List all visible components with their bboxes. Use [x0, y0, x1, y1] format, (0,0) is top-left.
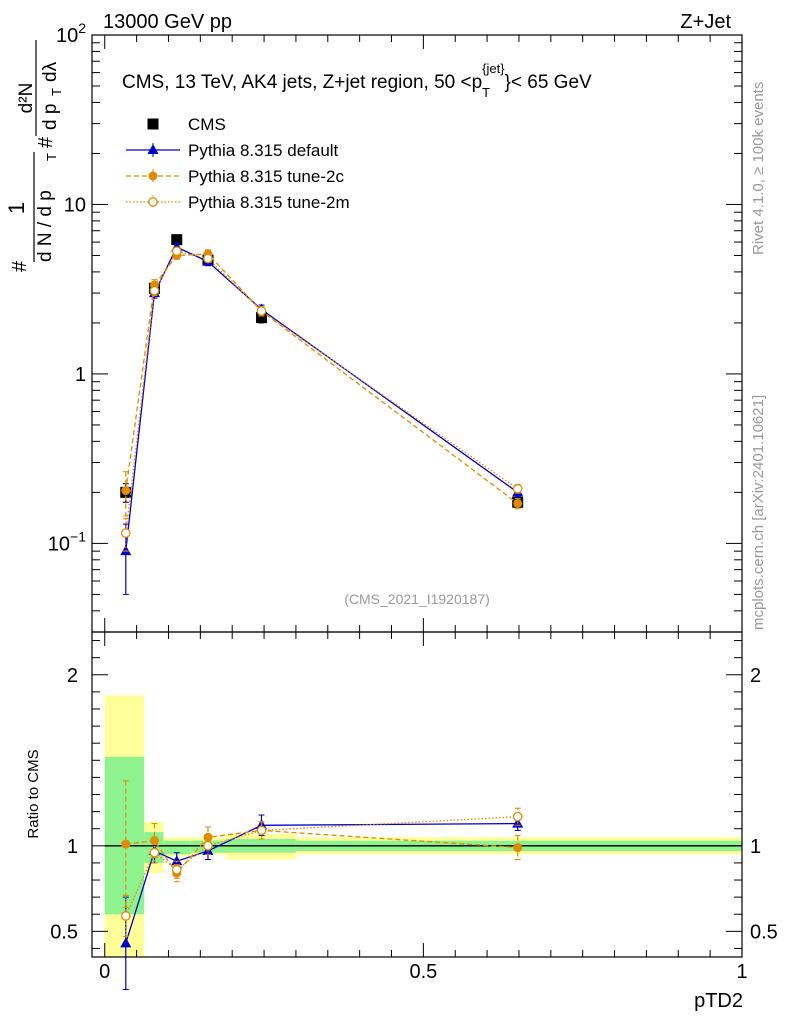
main-point-data-4 — [256, 312, 268, 324]
main-series-layer — [120, 234, 524, 595]
ratio-bands — [104, 695, 742, 957]
xtick-label-2: 1 — [736, 961, 747, 983]
xtick-label-0: 0 — [99, 961, 110, 983]
main-line-tune2m — [125, 250, 519, 534]
mcplots-label: mcplots.cern.ch [arXiv:2401.10621] — [750, 395, 767, 630]
ratio-axis-ticks: 0.5 0.51 12 20 0.5 1 — [50, 632, 778, 983]
main-point-tune2m-5 — [512, 483, 523, 494]
plot-title: CMS, 13 TeV, AK4 jets, Z+jet region, 50 … — [122, 61, 592, 100]
legend-marker-0 — [147, 118, 159, 130]
main-ytick-base-2: 10 — [64, 194, 86, 216]
ratio-ytick-label-right-0: 0.5 — [750, 921, 778, 943]
main-point-tune2m-4 — [256, 306, 267, 316]
main-point-tune2m-2 — [171, 246, 182, 257]
ylabel-d2n: d²N — [16, 83, 37, 114]
xtick-label-1: 0.5 — [409, 961, 437, 983]
main-point-tune2c-5 — [513, 498, 523, 508]
legend-label-2: Pythia 8.315 tune-2c — [188, 167, 344, 186]
ratio-frame — [91, 631, 743, 958]
ylabel-hash-2: # — [35, 136, 57, 148]
ylabel-dn: d N / d p — [35, 190, 56, 262]
main-point-data-2 — [171, 234, 183, 246]
ratio-line-tune2c — [125, 829, 518, 875]
plot-title-sup: {jet} — [482, 61, 505, 76]
ratio-point-default-2 — [171, 855, 183, 866]
ratio-band-inner-0 — [104, 756, 145, 915]
ylabel-hash-1: # — [9, 260, 31, 272]
ratio-point-tune2c-0 — [121, 839, 131, 849]
main-ytick-label-0: 10−1 — [48, 528, 86, 555]
ratio-point-tune2m-4 — [256, 825, 267, 836]
plot-title-main: CMS, 13 TeV, AK4 jets, Z+jet region, 50 … — [122, 72, 482, 93]
header-process: Z+Jet — [680, 11, 731, 33]
legend-label-0: CMS — [188, 115, 226, 134]
legend-marker-2 — [148, 171, 158, 181]
main-ytick-exp-3: 2 — [78, 20, 86, 36]
ratio-ytick-label-left-1: 1 — [67, 836, 78, 858]
ratio-ylabel: Ratio to CMS — [25, 749, 42, 838]
legend-marker-1 — [147, 144, 159, 154]
plot-title-tail: }< 65 GeV — [505, 72, 592, 93]
ratio-point-tune2c-5 — [513, 843, 523, 853]
ratio-band-inner-2 — [163, 840, 191, 855]
rivet-version-label: Rivet 4.1.0, ≥ 100k events — [750, 82, 767, 255]
ylabel-dpt: d p — [40, 104, 61, 130]
legend-label-3: Pythia 8.315 tune-2m — [188, 193, 350, 212]
ratio-point-default-0 — [120, 937, 132, 948]
ylabel-t-1: T — [44, 153, 59, 161]
plot-title-sub: T — [482, 85, 490, 100]
ylabel-t-2: T — [49, 88, 64, 96]
ratio-point-tune2m-1 — [149, 847, 160, 858]
ratio-ytick-label-right-1: 1 — [750, 836, 761, 858]
main-point-tune2c-0 — [121, 486, 131, 496]
main-line-tune2c — [125, 253, 519, 504]
main-ytick-label-2: 10 — [64, 194, 86, 216]
ratio-point-tune2m-5 — [512, 811, 523, 822]
ratio-ytick-label-left-2: 2 — [67, 665, 78, 687]
main-ytick-exp-0: −1 — [70, 528, 86, 544]
analysis-reference: (CMS_2021_I1920187) — [344, 591, 490, 607]
ratio-point-tune2c-1 — [149, 836, 159, 846]
ratio-ytick-label-left-0: 0.5 — [50, 921, 78, 943]
legend: CMS Pythia 8.315 default Pythia 8.315 tune… — [126, 115, 350, 212]
main-point-tune2m-1 — [149, 285, 160, 296]
main-point-tune2m-3 — [203, 253, 213, 264]
ratio-point-tune2m-0 — [120, 911, 131, 921]
main-ytick-base-3: 10 — [56, 25, 78, 47]
ratio-series-layer — [120, 780, 524, 990]
legend-marker-3 — [148, 197, 158, 207]
legend-label-1: Pythia 8.315 default — [188, 141, 339, 160]
ratio-point-tune2m-3 — [203, 840, 213, 851]
ylabel-one: 1 — [4, 202, 29, 214]
main-ytick-label-1: 1 — [75, 364, 86, 386]
main-ytick-base-0: 10 — [48, 533, 70, 555]
xlabel: pTD2 — [694, 990, 743, 1012]
ratio-point-tune2m-2 — [171, 864, 182, 875]
main-ytick-label-3: 102 — [56, 20, 86, 47]
main-point-tune2m-0 — [120, 528, 131, 538]
ratio-line-tune2m — [125, 816, 518, 917]
ratio-ytick-label-right-2: 2 — [750, 665, 761, 687]
main-ytick-base-1: 1 — [75, 364, 86, 386]
ylabel-dlambda: dλ — [40, 61, 61, 82]
header-energy: 13000 GeV pp — [103, 11, 232, 33]
main-ylabel: # 1 d N / d p T # d²N d p T dλ — [4, 40, 64, 272]
main-line-default — [125, 246, 519, 552]
